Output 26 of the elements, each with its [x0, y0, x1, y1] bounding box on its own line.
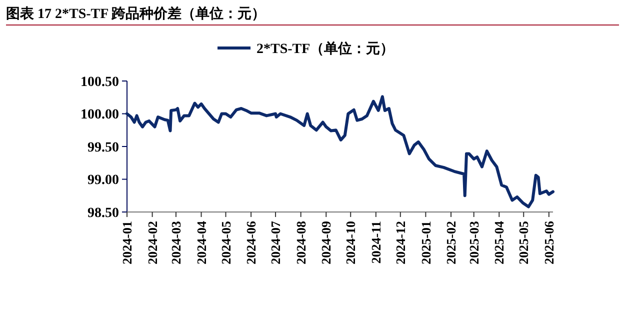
x-tick-label: 2024-09	[318, 220, 334, 264]
y-tick-label: 100.00	[80, 108, 119, 123]
x-tick-label: 2024-05	[218, 220, 234, 264]
y-tick-label: 100.50	[80, 74, 119, 90]
x-tick-label: 2024-12	[392, 221, 408, 264]
chart-title: 图表 17 2*TS-TF 跨品种价差（单位：元）	[6, 6, 266, 22]
x-tick-label: 2024-03	[168, 220, 184, 264]
x-tick-label: 2025-05	[516, 220, 532, 264]
x-tick-label: 2025-06	[541, 220, 556, 264]
x-tick-label: 2024-11	[368, 221, 384, 264]
y-tick-label: 99.00	[88, 173, 119, 188]
x-tick-label: 2024-01	[120, 221, 135, 264]
legend-label: 2*TS-TF（单位：元）	[256, 40, 394, 57]
x-tick-label: 2025-01	[418, 221, 434, 264]
y-tick-label: 99.50	[88, 140, 119, 156]
x-tick-label: 2024-02	[144, 221, 160, 264]
line-series	[126, 95, 554, 208]
x-tick-label: 2024-04	[194, 220, 209, 264]
x-tick-label: 2024-08	[293, 220, 308, 264]
x-tick-label: 2024-07	[268, 220, 284, 264]
x-tick-label: 2025-02	[444, 221, 459, 264]
x-tick-label: 2024-10	[343, 221, 358, 264]
y-tick-label: 98.50	[88, 206, 119, 221]
x-tick-label: 2025-04	[492, 220, 507, 264]
x-tick-label: 2025-03	[466, 220, 482, 264]
x-tick-label: 2024-06	[244, 220, 259, 264]
